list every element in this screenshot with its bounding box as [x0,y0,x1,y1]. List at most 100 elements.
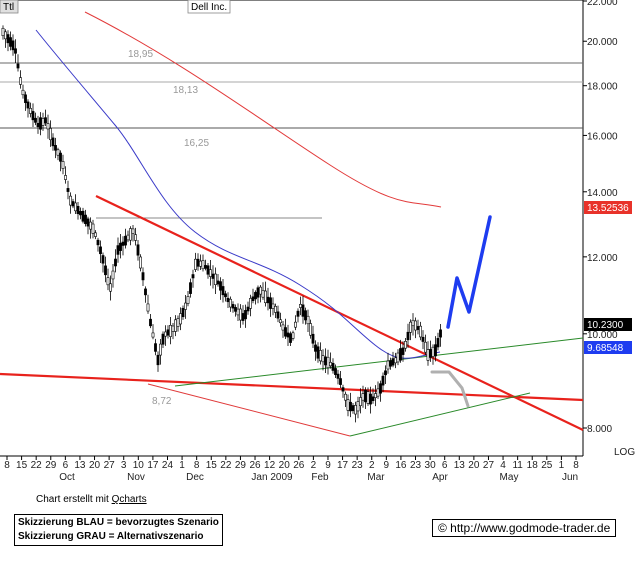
candle-body [296,310,300,317]
candle-body [114,258,117,267]
price-tag-blue-bg [584,341,632,354]
candle-body [376,388,380,397]
candle-body [339,378,342,385]
candle-body [259,286,262,295]
x-tick-label: 20 [468,460,480,471]
candle-body [76,205,80,215]
x-tick-label: 20 [279,460,291,471]
candle-body [431,346,435,357]
candle-body [1,27,5,37]
x-tick-label: 30 [425,460,437,471]
candle-body [289,333,292,343]
x-tick-label: 17 [147,460,159,471]
candle-body [234,307,237,312]
y-tick-label: 20.000 [587,37,618,48]
x-tick-label: 4 [500,460,506,471]
level-label-8-72: 8,72 [152,396,172,407]
x-month-label: May [500,472,519,483]
candle-body [279,319,282,324]
x-tick-label: 13 [74,460,86,471]
candle-body [146,303,150,312]
x-tick-label: 17 [337,460,349,471]
candle-body [149,318,152,327]
candle-body [81,210,85,222]
moving-average-blue [35,29,441,359]
candle-body [74,202,77,212]
x-month-label: Mar [367,472,385,483]
candle-body [6,34,10,44]
candle-body [424,341,427,353]
source-credit[interactable]: © http://www.godmode-trader.de [432,519,617,537]
candle-body [379,383,382,394]
candle-body [429,349,432,358]
candle-body [4,31,7,40]
company-box: Dell Inc. [187,0,231,14]
candle-body [384,370,387,376]
candle-body [329,362,332,367]
x-tick-label: 2 [369,460,375,471]
log-scale-label: LOG [614,447,635,458]
candle-body [269,297,272,309]
candle-body [169,324,172,337]
candle-body [351,405,355,412]
downtrend-line [95,195,584,431]
price-tags: 13.52536 10.2300 9.68548 [584,201,632,354]
candle-body [184,302,187,310]
candle-body [404,341,407,349]
candle-body [411,319,415,327]
candle-body [194,258,197,270]
x-month-label: Apr [432,472,448,483]
candle-body [164,331,167,337]
candle-body [334,368,337,375]
candle-body [374,393,377,398]
candle-body [399,348,402,361]
candle-body [86,218,90,227]
x-tick-label: 11 [512,460,523,471]
candle-body [434,344,437,357]
price-tag-red-bg [584,201,632,214]
x-tick-label: 6 [442,460,448,471]
candle-body [136,244,140,256]
price-tag-blue: 9.68548 [587,343,624,354]
candle-body [326,356,330,369]
candle-body [241,313,245,321]
y-axis: 8.000 10.000 12.000 14.000 16.000 18.000 20.00… [583,0,618,435]
trend-lines [0,195,584,437]
candle-body [56,149,60,156]
candle-body [134,234,137,241]
candle-body [21,89,25,96]
candle-body [264,290,267,304]
candle-body [161,333,165,345]
x-tick-label: 13 [454,460,466,471]
candle-body [284,327,287,337]
candle-body [69,195,72,206]
x-tick-label: 3 [121,460,127,471]
candle-body [171,325,175,332]
candle-body [346,399,350,411]
candle-body [224,293,227,298]
candle-body [239,308,242,321]
candle-body [254,292,257,300]
price-candles [1,25,442,423]
candle-body [324,356,327,366]
candle-body [131,228,135,234]
candle-body [414,320,417,331]
candle-body [246,306,250,312]
candle-body [144,288,147,296]
candle-body [64,175,67,180]
qcharts-link[interactable]: Qcharts [111,494,147,505]
price-tag-last-bg [584,318,632,331]
x-month-label: Feb [311,472,329,483]
candle-body [116,245,120,255]
candle-body [421,336,425,342]
x-tick-label: 1 [559,460,565,471]
candle-body [61,161,65,169]
x-month-label: Nov [127,472,145,483]
candle-body [409,321,412,333]
x-tick-label: 20 [89,460,101,471]
level-label-18-95: 18,95 [128,49,153,60]
candle-body [416,326,420,330]
candle-body [39,117,42,130]
candle-body [439,329,442,338]
candle-body [276,311,280,319]
